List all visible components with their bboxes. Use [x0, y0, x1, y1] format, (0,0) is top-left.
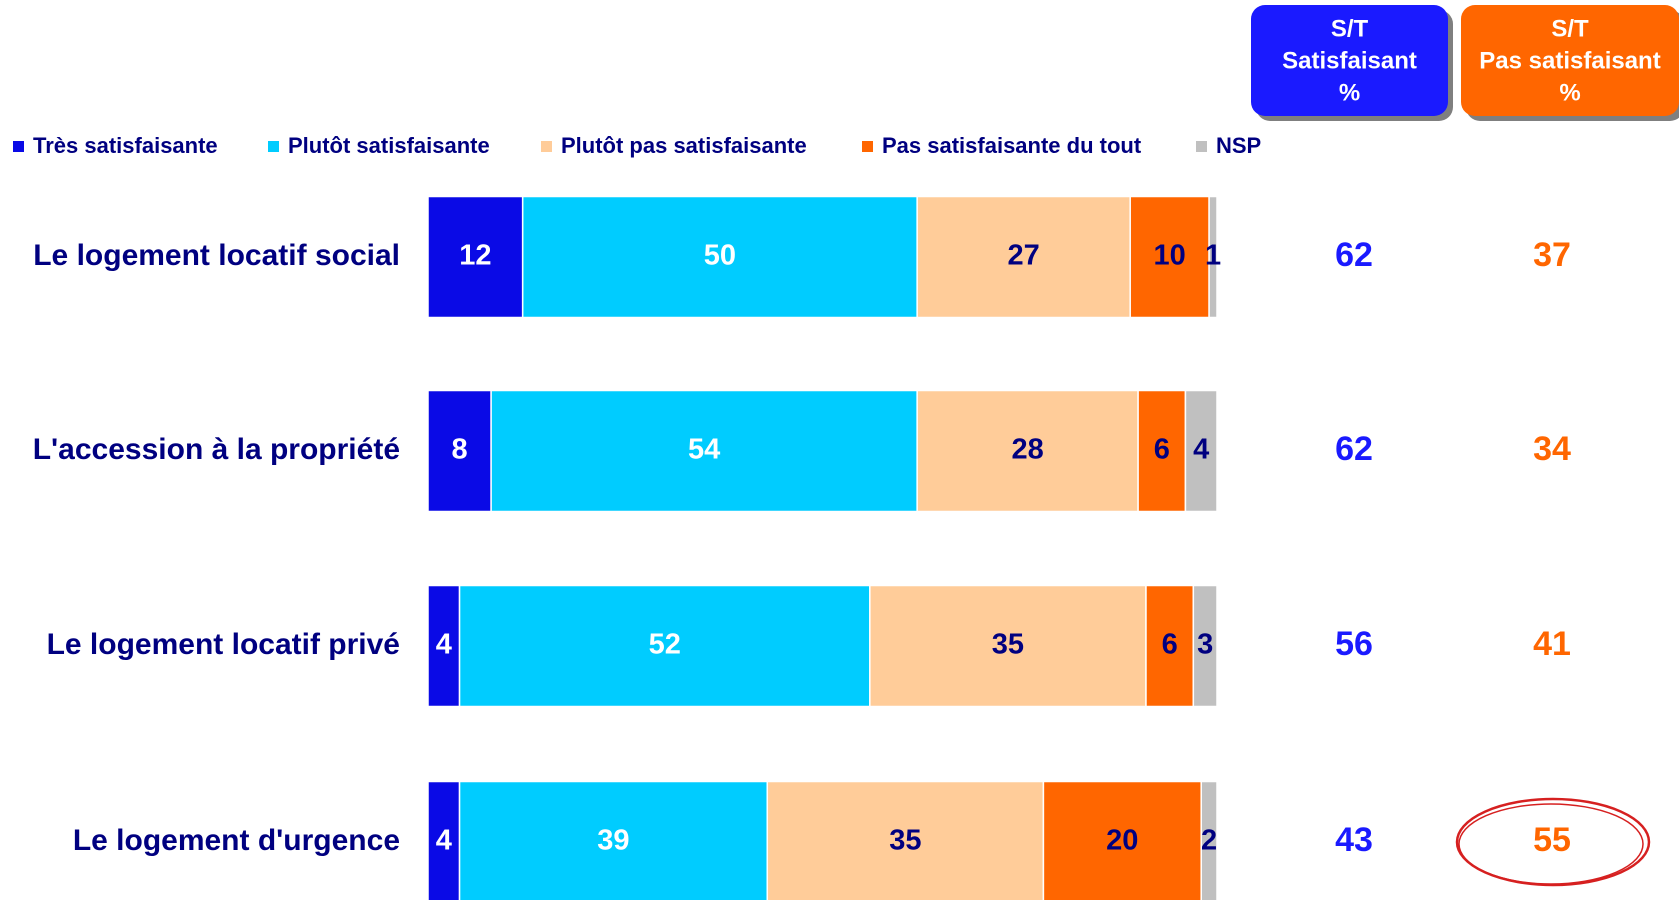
bar-segment — [916, 195, 1131, 319]
header-box — [1461, 5, 1679, 116]
legend-label: Très satisfaisante — [33, 133, 218, 158]
value-label: 50 — [704, 240, 736, 272]
bar-segment — [427, 389, 492, 513]
bar-segment — [458, 584, 871, 708]
header-text: % — [1339, 79, 1360, 106]
summary-value: 34 — [1533, 430, 1571, 468]
legend-label: NSP — [1216, 133, 1261, 158]
category-label: Le logement locatif privé — [47, 628, 400, 661]
legend-swatch — [13, 141, 24, 152]
value-label: 6 — [1154, 434, 1170, 466]
value-label: 4 — [436, 629, 452, 661]
summary-value: 55 — [1533, 821, 1571, 859]
value-label: 27 — [1008, 240, 1040, 272]
legend-label: Pas satisfaisante du tout — [882, 133, 1142, 158]
summary-value: 41 — [1533, 625, 1571, 663]
category-label: L'accession à la propriété — [33, 433, 400, 466]
header-text: Pas satisfaisant — [1479, 47, 1660, 74]
value-label: 35 — [889, 825, 921, 857]
value-label: 20 — [1106, 825, 1138, 857]
bar-segment — [1137, 389, 1187, 513]
value-label: 35 — [992, 629, 1024, 661]
bar-segment — [427, 584, 461, 708]
header-text: S/T — [1331, 15, 1369, 42]
value-label: 8 — [451, 434, 467, 466]
legend-swatch — [862, 141, 873, 152]
bar-segment — [766, 780, 1045, 900]
value-label: 39 — [597, 825, 629, 857]
category-label: Le logement d'urgence — [73, 824, 400, 857]
header-box — [1251, 5, 1448, 116]
bar-segment — [458, 780, 769, 900]
value-label: 3 — [1197, 629, 1213, 661]
legend-swatch — [541, 141, 552, 152]
bar-segment — [1042, 780, 1202, 900]
value-label: 54 — [688, 434, 720, 466]
value-label: 6 — [1162, 629, 1178, 661]
summary-value: 62 — [1335, 236, 1373, 274]
bar-segment — [1192, 584, 1218, 708]
value-label: 1 — [1205, 240, 1221, 272]
legend-swatch — [1196, 141, 1207, 152]
category-label: Le logement locatif social — [33, 239, 400, 272]
value-label: 2 — [1201, 825, 1217, 857]
header-text: Satisfaisant — [1282, 47, 1417, 74]
value-label: 12 — [459, 240, 491, 272]
legend-label: Plutôt pas satisfaisante — [561, 133, 807, 158]
bar-segment — [1208, 195, 1218, 319]
bar-segment — [1200, 780, 1218, 900]
bar-segment — [1145, 584, 1195, 708]
summary-value: 62 — [1335, 430, 1373, 468]
value-label: 28 — [1012, 434, 1044, 466]
header-text: % — [1559, 79, 1580, 106]
summary-value: 43 — [1335, 821, 1373, 859]
legend-swatch — [268, 141, 279, 152]
bar-segment — [1184, 389, 1218, 513]
summary-value: 37 — [1533, 236, 1571, 274]
highlight-circle — [1455, 797, 1651, 887]
value-label: 52 — [649, 629, 681, 661]
bar-segment — [490, 389, 918, 513]
bar-segment — [869, 584, 1147, 708]
highlight-circle — [1458, 803, 1644, 885]
bar-segment — [521, 195, 918, 319]
value-label: 4 — [436, 825, 452, 857]
value-label: 10 — [1154, 240, 1186, 272]
summary-value: 56 — [1335, 625, 1373, 663]
legend-label: Plutôt satisfaisante — [288, 133, 490, 158]
header-text: S/T — [1551, 15, 1589, 42]
value-label: 4 — [1193, 434, 1209, 466]
